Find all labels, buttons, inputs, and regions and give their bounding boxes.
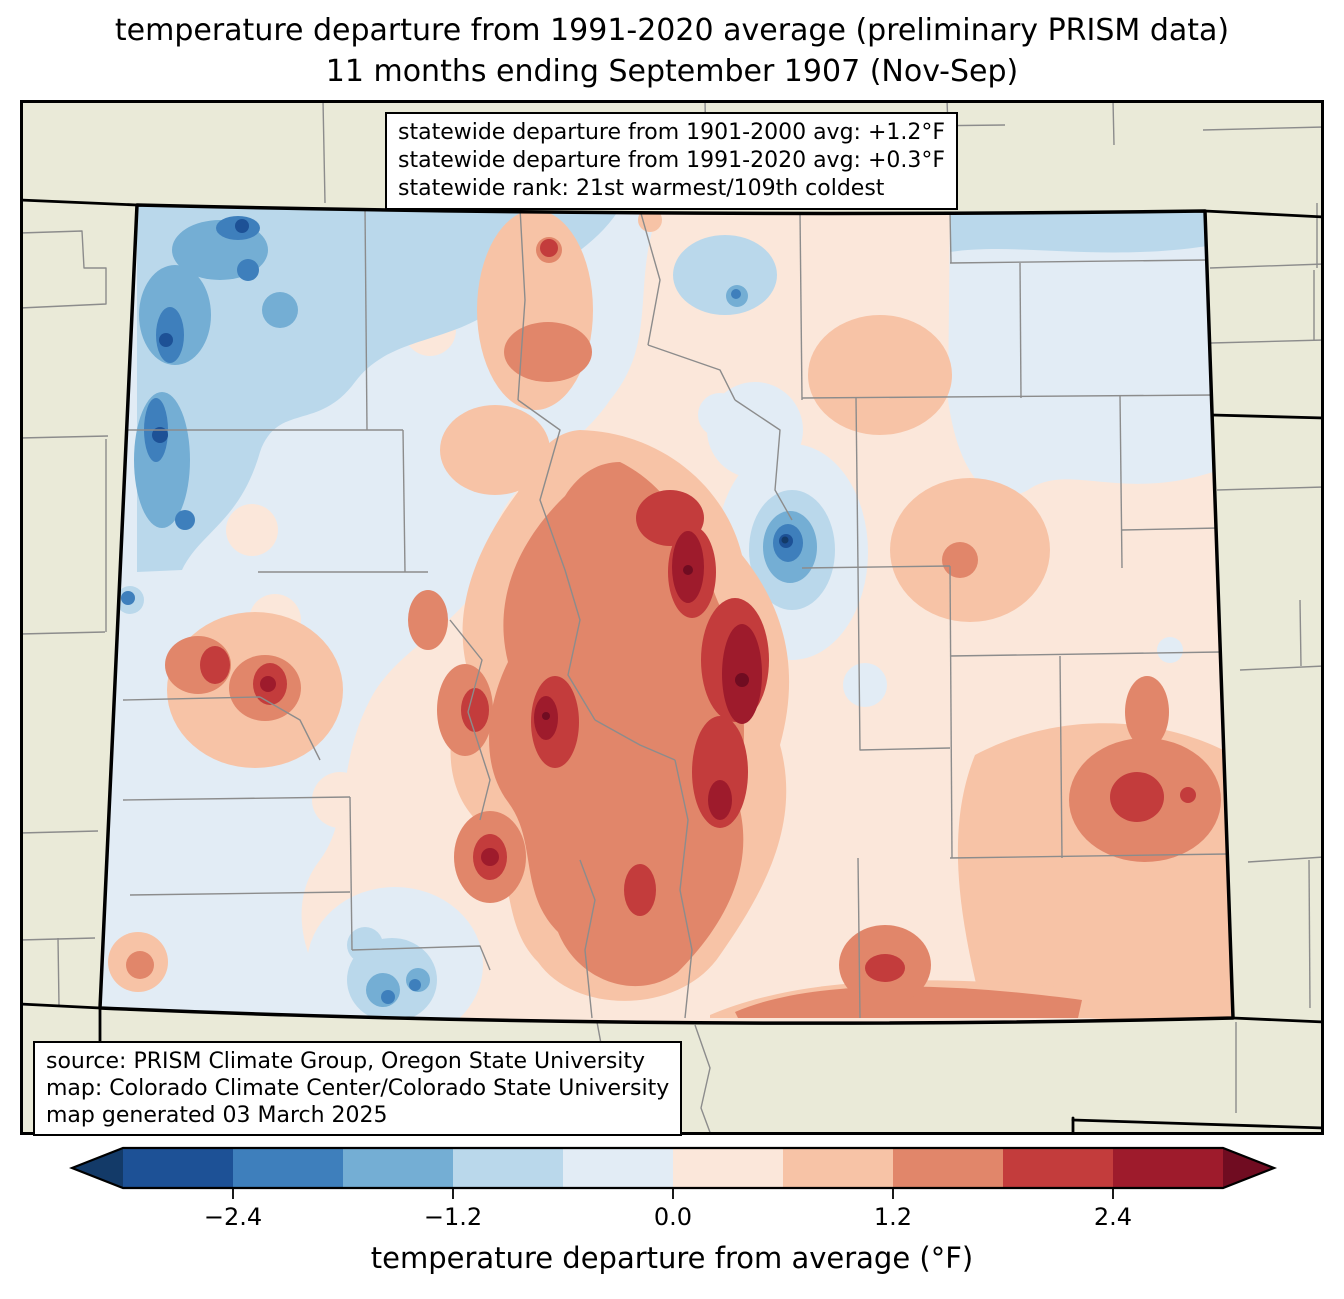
neighbor-state-borders bbox=[18, 198, 1326, 1137]
colorbar bbox=[68, 1146, 1278, 1199]
colorbar-cell bbox=[343, 1148, 453, 1188]
colorbar-cell bbox=[1113, 1148, 1223, 1188]
source-box: source: PRISM Climate Group, Oregon Stat… bbox=[33, 1041, 683, 1136]
colorbar-cell bbox=[893, 1148, 1003, 1188]
generated-date-line: map generated 03 March 2025 bbox=[46, 1103, 388, 1128]
colorbar-cell bbox=[1003, 1148, 1113, 1188]
colorbar-tick-label: −1.2 bbox=[423, 1203, 483, 1231]
stats-line-1991-2020: statewide departure from 1991-2020 avg: … bbox=[398, 148, 946, 173]
colorbar-cell bbox=[233, 1148, 343, 1188]
colorbar-cell bbox=[453, 1148, 563, 1188]
colorado-county-lines bbox=[122, 206, 1228, 1019]
colorbar-tick-marks bbox=[232, 1188, 1114, 1199]
map-credit-line: map: Colorado Climate Center/Colorado St… bbox=[46, 1076, 670, 1101]
figure-title: temperature departure from 1991-2020 ave… bbox=[0, 10, 1344, 92]
colorbar-cell bbox=[123, 1148, 233, 1188]
colorbar-tick-label: −2.4 bbox=[203, 1203, 263, 1231]
neighbor-county-lines bbox=[19, 99, 1325, 1136]
stats-line-rank: statewide rank: 21st warmest/109th colde… bbox=[398, 176, 885, 201]
colorbar-cell bbox=[673, 1148, 783, 1188]
colorado-state-border bbox=[98, 203, 1235, 1025]
colorbar-cell bbox=[563, 1148, 673, 1188]
map-area bbox=[18, 99, 1326, 1137]
colorado-map bbox=[18, 99, 1326, 1137]
stats-line-1901-2000: statewide departure from 1901-2000 avg: … bbox=[398, 120, 946, 145]
colorbar-outline bbox=[68, 1146, 1278, 1190]
colorbar-axis-label: temperature departure from average (°F) bbox=[370, 1241, 974, 1275]
stats-box: statewide departure from 1901-2000 avg: … bbox=[385, 112, 959, 210]
colorbar-tick-label: 0.0 bbox=[653, 1203, 693, 1231]
title-line-1: temperature departure from 1991-2020 ave… bbox=[114, 13, 1230, 48]
colorbar-cell bbox=[783, 1148, 893, 1188]
colorbar-extend-low bbox=[72, 1148, 123, 1188]
title-line-2: 11 months ending September 1907 (Nov-Sep… bbox=[325, 54, 1019, 89]
colorbar-tick-label: 1.2 bbox=[873, 1203, 913, 1231]
temperature-contours bbox=[100, 205, 1233, 1024]
colorbar-tick-label: 2.4 bbox=[1093, 1203, 1133, 1231]
colorbar-extend-high bbox=[1223, 1148, 1274, 1188]
source-line: source: PRISM Climate Group, Oregon Stat… bbox=[46, 1049, 646, 1074]
